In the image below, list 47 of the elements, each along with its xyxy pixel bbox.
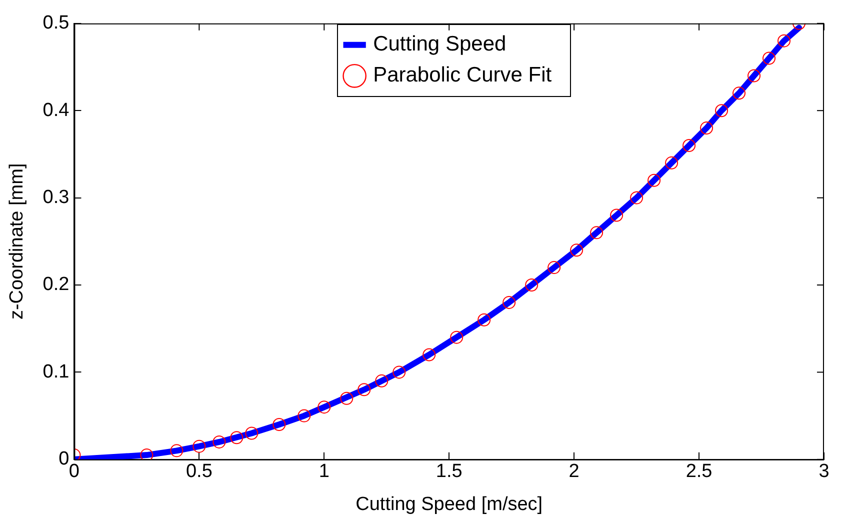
point xyxy=(748,69,761,82)
x-tick-label: 0.5 xyxy=(186,461,212,482)
y-tick-label: 0.1 xyxy=(42,361,70,382)
point xyxy=(245,426,258,440)
x-tick-label: 3 xyxy=(818,461,830,482)
point xyxy=(272,418,286,432)
y-tick-label: 0.5 xyxy=(42,12,70,34)
point xyxy=(682,138,696,152)
point xyxy=(298,409,311,422)
point xyxy=(570,244,584,257)
point xyxy=(340,392,354,405)
point xyxy=(778,34,791,48)
point xyxy=(648,174,661,187)
point xyxy=(762,52,776,65)
point xyxy=(358,383,371,396)
point xyxy=(422,348,436,362)
point xyxy=(732,86,746,100)
y-axis-title: z-Coordinate [mm] xyxy=(6,163,28,320)
point xyxy=(450,330,464,344)
point xyxy=(715,104,728,118)
point xyxy=(318,400,331,414)
legend-label: Parabolic Curve Fit xyxy=(373,64,552,87)
point xyxy=(192,440,206,453)
point xyxy=(525,278,538,292)
point xyxy=(630,191,644,204)
x-tick-label: 1 xyxy=(318,461,330,482)
point xyxy=(478,313,491,326)
point xyxy=(590,226,604,240)
y-tick-label: 0.3 xyxy=(42,187,70,208)
point xyxy=(170,444,184,458)
point xyxy=(502,296,516,309)
x-axis-title: Cutting Speed [m/sec] xyxy=(356,494,543,515)
x-tick-label: 1.5 xyxy=(436,461,462,482)
x-tick-label: 2.5 xyxy=(686,461,712,482)
x-tick-label: 2 xyxy=(568,461,580,482)
point xyxy=(665,156,678,170)
point xyxy=(212,435,226,448)
point xyxy=(392,366,406,379)
point xyxy=(548,261,561,274)
point xyxy=(700,122,714,135)
y-tick-label: 0.2 xyxy=(42,274,70,296)
point xyxy=(230,431,244,444)
y-tick-label: 0.4 xyxy=(42,100,70,121)
point xyxy=(140,448,154,460)
legend-label: Cutting Speed xyxy=(373,32,506,56)
point xyxy=(610,208,624,222)
point xyxy=(375,374,388,388)
